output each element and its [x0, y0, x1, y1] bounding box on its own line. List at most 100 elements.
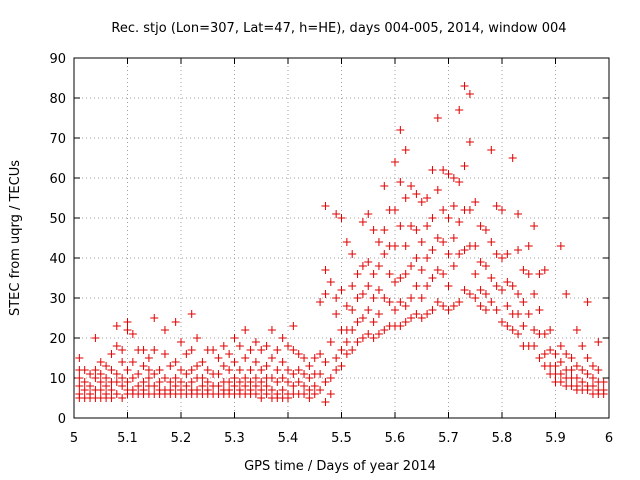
x-tick-label: 5.5 [331, 431, 352, 446]
data-point [134, 370, 143, 378]
data-point [358, 290, 367, 298]
data-point [353, 294, 362, 302]
data-point [391, 278, 399, 286]
data-point [423, 254, 432, 262]
data-point [102, 382, 111, 390]
data-point [241, 382, 250, 390]
data-point [96, 358, 105, 366]
data-point [171, 358, 180, 366]
data-point [471, 198, 480, 206]
data-point [401, 146, 410, 154]
data-point [412, 190, 421, 198]
data-point [246, 346, 255, 354]
data-point [471, 294, 480, 302]
data-point [209, 346, 218, 354]
data-point [310, 354, 319, 362]
data-point [241, 354, 250, 362]
x-tick-label: 5.6 [385, 431, 406, 446]
data-point [118, 394, 127, 402]
data-point [439, 206, 448, 214]
data-point [572, 374, 581, 382]
data-point [444, 306, 453, 314]
data-point [396, 222, 405, 230]
data-point [546, 326, 555, 334]
data-point [342, 338, 351, 346]
data-point [139, 362, 148, 370]
data-point [118, 346, 127, 354]
data-point [257, 366, 266, 374]
data-point [203, 378, 212, 386]
data-point [262, 362, 271, 370]
data-point [144, 366, 153, 374]
data-point [358, 218, 367, 226]
data-point [385, 270, 394, 278]
data-point [91, 366, 100, 374]
data-point [412, 310, 421, 318]
data-point [203, 366, 212, 374]
data-point [310, 382, 319, 390]
data-point [465, 138, 474, 146]
data-point [278, 334, 287, 342]
data-point [481, 306, 490, 314]
data-point [433, 298, 442, 306]
data-point [433, 234, 442, 242]
data-point [123, 366, 132, 374]
data-point [353, 338, 362, 346]
data-point [342, 302, 351, 310]
data-point [278, 386, 287, 394]
data-point [241, 374, 250, 382]
data-point [540, 330, 549, 338]
data-point [391, 306, 399, 314]
data-point [278, 358, 287, 366]
data-point [519, 322, 528, 330]
data-point [321, 290, 330, 298]
data-point [588, 362, 597, 370]
data-point [134, 382, 143, 390]
data-point [583, 386, 592, 394]
data-point [374, 310, 383, 318]
data-point [503, 278, 512, 286]
data-point [230, 374, 239, 382]
data-point [535, 354, 544, 362]
data-point [294, 366, 303, 374]
x-tick-label: 5.4 [278, 431, 299, 446]
data-point [150, 382, 159, 390]
data-point [417, 314, 426, 322]
data-point [235, 366, 244, 374]
data-point [498, 318, 506, 326]
data-point [187, 310, 196, 318]
data-point [439, 302, 448, 310]
data-point [444, 170, 453, 178]
data-point [235, 378, 244, 386]
data-point [251, 338, 260, 346]
data-point [251, 358, 260, 366]
data-point [102, 374, 111, 382]
data-point [75, 382, 84, 390]
data-point [177, 378, 185, 386]
data-point [257, 386, 266, 394]
data-point [465, 206, 474, 214]
data-point [332, 294, 341, 302]
data-point [412, 226, 421, 234]
data-point [498, 254, 506, 262]
data-point [369, 294, 378, 302]
data-point [551, 350, 560, 358]
data-point [412, 282, 421, 290]
data-point [401, 302, 410, 310]
x-tick-label: 5.9 [545, 431, 566, 446]
data-point [112, 390, 121, 398]
data-point [476, 222, 485, 230]
data-point [599, 390, 608, 398]
data-point [433, 186, 442, 194]
data-point [583, 298, 592, 306]
data-point [262, 390, 271, 398]
data-point [546, 346, 555, 354]
data-point [524, 242, 533, 250]
data-point [198, 382, 207, 390]
data-point [364, 306, 373, 314]
y-tick-label: 30 [49, 292, 66, 307]
data-point [348, 326, 357, 334]
data-point [374, 238, 383, 246]
data-point [214, 370, 223, 378]
